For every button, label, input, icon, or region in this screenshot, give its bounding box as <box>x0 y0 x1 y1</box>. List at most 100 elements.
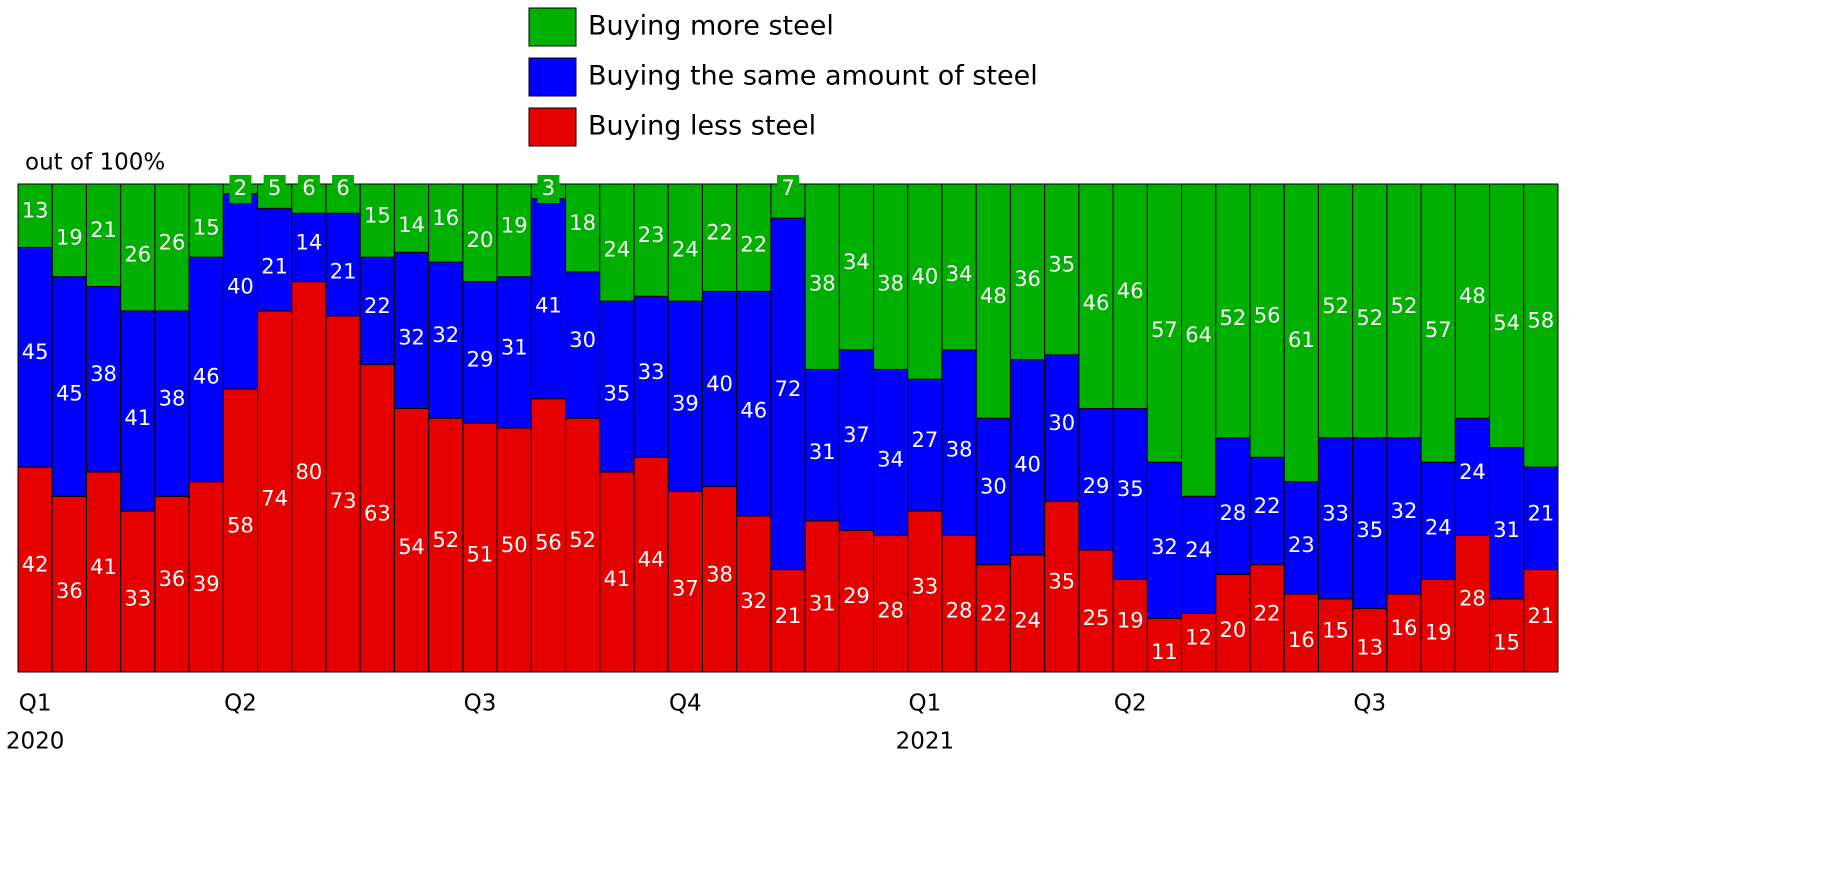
value-label: 19 <box>56 225 83 249</box>
bar-segment <box>1044 354 1080 502</box>
bar-segment <box>428 261 464 419</box>
value-label: 28 <box>877 599 904 623</box>
bar-segment <box>1283 183 1319 483</box>
value-label: 2 <box>234 176 247 200</box>
value-label: 40 <box>912 265 939 289</box>
value-label-box <box>537 175 560 203</box>
bar-segment <box>120 183 156 312</box>
bar-segment <box>736 183 772 292</box>
bar-segment <box>120 510 156 673</box>
bar-segment <box>1112 578 1148 673</box>
value-label: 38 <box>946 438 973 462</box>
value-label: 50 <box>501 533 528 557</box>
value-label: 30 <box>569 328 596 352</box>
value-label: 40 <box>227 274 254 298</box>
bar-segment <box>17 183 53 248</box>
value-label: 29 <box>1083 474 1110 498</box>
value-label: 24 <box>604 238 631 262</box>
value-label: 52 <box>1220 306 1247 330</box>
bar-segment <box>701 486 738 673</box>
value-label: 35 <box>604 382 631 406</box>
bar-segment <box>188 481 224 673</box>
value-label: 32 <box>1391 499 1418 523</box>
value-label: 21 <box>775 604 802 628</box>
legend-swatch <box>528 7 577 47</box>
value-label: 24 <box>1014 608 1041 632</box>
bar-segment <box>667 183 703 302</box>
bar-segment <box>496 183 532 278</box>
bar-segment <box>1454 534 1491 673</box>
x-tick-label: Q3 <box>464 691 497 717</box>
value-label: 21 <box>1528 604 1555 628</box>
bar-segment <box>838 183 875 351</box>
value-label: 22 <box>706 221 733 245</box>
value-label: 31 <box>1493 518 1520 542</box>
value-label: 21 <box>90 218 117 242</box>
value-label: 15 <box>1493 630 1520 654</box>
value-label-box <box>332 175 355 203</box>
value-label: 80 <box>296 460 323 484</box>
value-label: 33 <box>1322 501 1349 525</box>
value-label: 21 <box>1528 501 1555 525</box>
value-label: 35 <box>1048 570 1075 594</box>
value-label: 21 <box>261 255 288 279</box>
bar-segment <box>188 256 224 483</box>
value-label: 6 <box>302 176 315 200</box>
value-label: 25 <box>1083 606 1110 630</box>
bar-segment <box>1249 183 1285 458</box>
value-label: 24 <box>1459 460 1486 484</box>
value-label: 19 <box>1425 621 1452 645</box>
bar-segment <box>51 276 87 497</box>
bar-segment <box>873 534 909 673</box>
value-label: 36 <box>1014 267 1041 291</box>
bar-segment <box>393 183 430 253</box>
bar-segment <box>291 281 327 673</box>
legend-label: Buying the same amount of steel <box>588 61 1038 92</box>
value-label: 38 <box>159 387 186 411</box>
bar-segment <box>1523 183 1559 468</box>
value-label: 39 <box>193 572 220 596</box>
bar-segment <box>17 246 53 468</box>
value-label: 12 <box>1185 626 1212 650</box>
bar-segment <box>1283 593 1319 673</box>
value-label: 13 <box>22 199 49 223</box>
value-label: 18 <box>569 211 596 235</box>
bar-segment <box>770 569 806 673</box>
value-label: 5 <box>268 176 281 200</box>
value-label: 11 <box>1151 640 1178 664</box>
value-label: 29 <box>843 584 870 608</box>
bar-segment <box>1112 407 1148 580</box>
value-label-box <box>297 175 320 203</box>
value-label: 31 <box>809 591 836 615</box>
value-label: 26 <box>159 230 186 254</box>
value-label: 22 <box>1254 494 1281 518</box>
x-year-label: 2021 <box>896 729 955 755</box>
value-label: 23 <box>1288 533 1315 557</box>
bar-segment <box>599 471 635 673</box>
value-label: 52 <box>569 528 596 552</box>
bar-segment <box>154 495 190 673</box>
value-label: 22 <box>740 233 767 257</box>
value-label: 32 <box>740 589 767 613</box>
value-label: 31 <box>501 335 528 359</box>
legend-swatch <box>528 57 577 97</box>
bar-segment <box>462 422 498 673</box>
bar-segment <box>530 198 567 400</box>
value-label: 36 <box>56 579 83 603</box>
bar-segment <box>838 529 875 673</box>
value-label-box <box>777 175 799 203</box>
value-label: 41 <box>535 294 562 318</box>
value-label: 46 <box>193 364 220 388</box>
value-label-box <box>263 175 286 203</box>
value-label: 32 <box>1151 535 1178 559</box>
value-label: 30 <box>1048 411 1075 435</box>
value-label-box <box>229 175 252 203</box>
value-label: 23 <box>638 223 665 247</box>
bar-segment <box>907 510 943 673</box>
value-label: 3 <box>542 176 555 200</box>
value-label: 15 <box>364 204 391 228</box>
bar-segment <box>1112 183 1148 409</box>
value-label: 63 <box>364 501 391 525</box>
value-label: 20 <box>467 228 494 252</box>
bar-segment <box>1146 617 1183 673</box>
